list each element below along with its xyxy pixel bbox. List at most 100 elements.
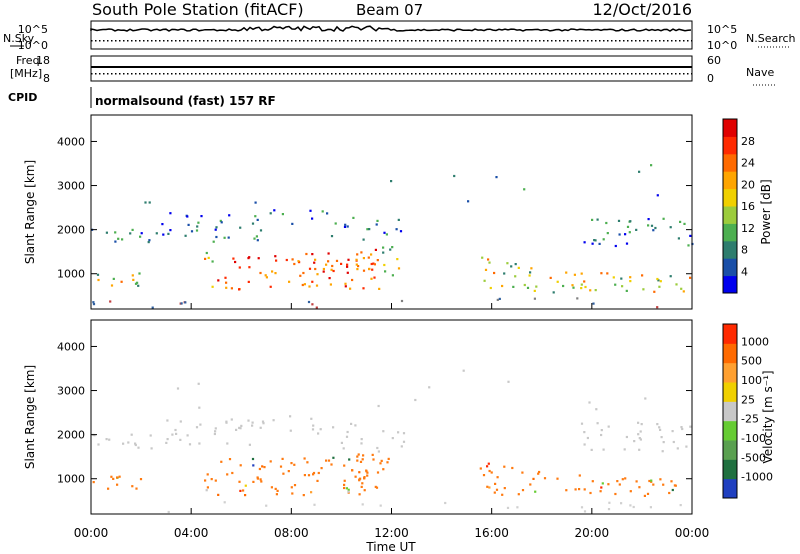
nsearch-point <box>511 40 513 42</box>
range-gate-cell <box>346 265 349 268</box>
range-gate-cell <box>444 501 447 505</box>
nsearch-point <box>435 40 437 42</box>
range-gate-cell <box>400 299 404 303</box>
range-gate-cell <box>680 426 683 429</box>
nsearch-point <box>635 40 637 42</box>
range-gate-cell <box>166 438 169 441</box>
range-gate-cell <box>308 285 311 288</box>
range-gate-cell <box>498 297 501 300</box>
range-gate-cell <box>256 239 259 242</box>
range-gate-cell <box>350 422 353 425</box>
nave-point <box>275 73 277 75</box>
nsearch-point <box>555 40 557 42</box>
range-gate-cell <box>272 419 275 422</box>
range-gate-cell <box>594 289 597 292</box>
nsearch-point <box>231 40 233 42</box>
range-gate-cell <box>340 441 343 444</box>
nsearch-point <box>219 40 221 42</box>
noise-panel-frame <box>90 20 693 50</box>
range-gate-cell <box>538 470 541 474</box>
nsearch-point <box>363 40 365 42</box>
range-gate-cell <box>628 231 631 234</box>
range-gate-cell <box>204 479 207 482</box>
range-gate-cell <box>281 213 284 216</box>
range-gate-cell <box>580 283 583 286</box>
nave-point <box>199 73 201 75</box>
nsearch-point <box>331 40 333 42</box>
range-gate-cell <box>134 443 137 447</box>
range-gate-cell <box>302 494 305 497</box>
range-gate-cell <box>626 225 630 228</box>
beam-label: Beam 07 <box>356 1 423 19</box>
range-gate-cell <box>343 479 346 482</box>
range-gate-cell <box>683 222 686 225</box>
nsearch-point <box>403 40 405 42</box>
nave-point <box>539 73 541 75</box>
range-gate-cell <box>327 260 330 263</box>
range-gate-cell <box>261 465 264 468</box>
nsearch-point <box>179 40 181 42</box>
range-gate-cell <box>330 235 334 238</box>
range-gate-cell <box>322 270 325 273</box>
nave-point <box>679 73 681 75</box>
range-gate-cell <box>260 480 263 483</box>
range-gate-cell <box>643 494 646 497</box>
nsearch-point <box>495 40 497 42</box>
range-gate-cell <box>600 486 603 489</box>
range-gate-cell <box>372 458 375 461</box>
range-gate-cell <box>689 234 692 237</box>
range-gate-cell <box>179 438 182 441</box>
nsearch-point <box>507 40 509 42</box>
nave-point <box>487 73 489 75</box>
range-gate-cell <box>669 226 672 229</box>
nave-point <box>423 73 425 75</box>
range-gate-cell <box>580 287 583 290</box>
range-gate-cell <box>139 235 142 238</box>
colorbar-swatch <box>723 343 737 364</box>
nsearch-point <box>623 40 625 42</box>
nsearch-point <box>123 40 125 42</box>
nsearch-point <box>255 40 257 42</box>
nave-point <box>111 73 113 75</box>
range-gate-cell <box>647 224 650 227</box>
nave-point <box>359 73 361 75</box>
nsearch-point <box>647 40 649 42</box>
nsearch-point <box>399 40 401 42</box>
y-tick-label: 4000 <box>57 340 85 353</box>
range-gate-cell <box>606 272 609 275</box>
range-gate-cell <box>523 188 526 191</box>
nave-point <box>283 73 285 75</box>
nave-point <box>519 73 521 75</box>
nsearch-point <box>107 40 109 42</box>
nsearch-point <box>671 40 673 42</box>
range-gate-cell <box>92 481 95 484</box>
nsearch-point <box>611 40 613 42</box>
nave-point <box>443 73 445 75</box>
nsearch-point <box>287 40 289 42</box>
nave-point <box>399 73 401 75</box>
nsearch-point <box>527 40 529 42</box>
colorbar-swatch <box>723 440 737 460</box>
nave-point <box>239 73 241 75</box>
range-gate-cell <box>293 484 297 487</box>
nave-point <box>475 73 477 75</box>
range-gate-cell <box>501 284 504 288</box>
range-gate-cell <box>331 264 334 268</box>
nave-point <box>491 73 493 75</box>
range-gate-cell <box>332 269 335 273</box>
range-gate-cell <box>673 484 676 487</box>
range-gate-cell <box>367 256 370 259</box>
range-gate-cell <box>351 278 354 282</box>
range-gate-cell <box>317 432 320 435</box>
range-gate-cell <box>672 440 675 444</box>
range-gate-cell <box>281 457 284 460</box>
nave-point <box>319 73 321 75</box>
power-ylabel: Slant Range [km] <box>23 160 37 264</box>
range-gate-cell <box>503 465 506 468</box>
nave-point <box>643 73 645 75</box>
nsearch-point <box>355 40 357 42</box>
nave-point <box>567 73 569 75</box>
nave-point <box>603 73 605 75</box>
range-gate-cell <box>607 508 611 511</box>
